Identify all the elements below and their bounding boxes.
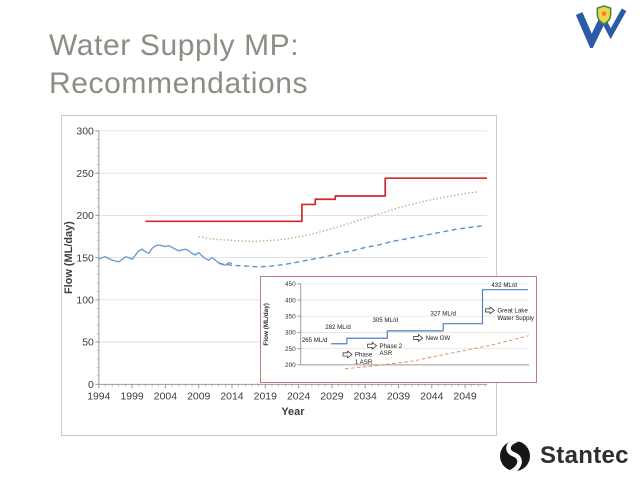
- x-tick-label: 1999: [120, 392, 143, 403]
- value-label: 282 ML/d: [325, 324, 351, 331]
- y-tick-label: 250: [76, 169, 94, 180]
- title-line-2: Recommendations: [49, 67, 309, 100]
- inset-chart-frame: 200 250 300 350 400 450 Flow (ML/day) 265 ML/d 2…: [260, 276, 537, 383]
- x-tick-label: 2024: [287, 392, 310, 403]
- main-flow-chart: 0 50 100 150 200 250 300 1994 1999 2004 2009 2014 20…: [63, 127, 488, 418]
- note-label: Water Supply: [497, 315, 535, 322]
- right-arrow-icon: [367, 341, 378, 350]
- w-left-stroke: [575, 12, 607, 48]
- stantec-swirl-icon: [500, 441, 530, 471]
- x-tick-label: 1994: [87, 392, 110, 403]
- note-label: Phase 2: [380, 343, 403, 350]
- municipal-w-crest-logo: [575, 5, 627, 48]
- series-forecast-baseline: [218, 224, 486, 268]
- note-label: Phase: [355, 352, 373, 359]
- x-tick-label: 2019: [254, 392, 277, 403]
- series-forecast-high-demand: [198, 191, 479, 243]
- x-tick-label: 2009: [187, 392, 210, 403]
- y-tick-label: 300: [285, 330, 296, 337]
- y-tick-label: 400: [285, 297, 296, 304]
- y-tick-label: 200: [285, 362, 296, 369]
- right-arrow-icon: [413, 333, 424, 342]
- right-arrow-icon: [485, 306, 495, 315]
- y-tick-label: 250: [285, 346, 296, 353]
- y-axis-title: Flow (ML/day): [263, 303, 270, 345]
- y-tick-label: 300: [76, 127, 94, 138]
- value-label: 327 ML/d: [430, 311, 456, 318]
- stantec-wordmark: Stantec: [540, 442, 629, 469]
- y-tick-label: 450: [285, 281, 296, 288]
- note-label: New GW: [426, 335, 451, 342]
- stantec-logo: Stantec: [497, 438, 629, 474]
- inset-flow-chart: 200 250 300 350 400 450 Flow (ML/day) 265 ML/d 2…: [263, 281, 535, 370]
- crest-center-dot: [601, 11, 607, 16]
- slide-title: Water Supply MP: Recommendations: [49, 27, 308, 103]
- y-tick-label: 50: [82, 338, 94, 349]
- x-tick-label: 2044: [420, 392, 443, 403]
- y-tick-label: 150: [76, 253, 94, 264]
- title-line-1: Water Supply MP:: [49, 29, 300, 62]
- y-tick-label: 350: [285, 314, 296, 321]
- y-tick-label: 100: [76, 296, 94, 307]
- x-tick-label: 2029: [320, 392, 343, 403]
- x-tick-label: 2014: [220, 392, 243, 403]
- series-historical-flow: [98, 244, 233, 266]
- y-tick-label: 200: [76, 211, 94, 222]
- note-label: ASR: [380, 350, 393, 357]
- note-label: 1 ASR: [355, 359, 373, 366]
- x-tick-label: 2039: [387, 392, 410, 403]
- value-label: 432 ML/d: [491, 282, 517, 289]
- y-tick-label: 0: [88, 380, 94, 391]
- x-tick-label: 2004: [154, 392, 177, 403]
- series-capacity-steps: [145, 177, 488, 223]
- value-label: 265 ML/d: [302, 337, 328, 344]
- x-axis-title: Year: [281, 406, 305, 418]
- x-tick-label: 2049: [453, 392, 476, 403]
- y-axis-title: Flow (ML/day): [63, 221, 75, 294]
- right-arrow-icon: [342, 350, 353, 359]
- x-tick-label: 2034: [354, 392, 377, 403]
- series-supply-capacity-steps: [331, 289, 528, 345]
- note-label: Great Lake: [497, 308, 528, 315]
- value-label: 305 ML/d: [372, 317, 398, 324]
- stantec-swoosh: [506, 441, 522, 471]
